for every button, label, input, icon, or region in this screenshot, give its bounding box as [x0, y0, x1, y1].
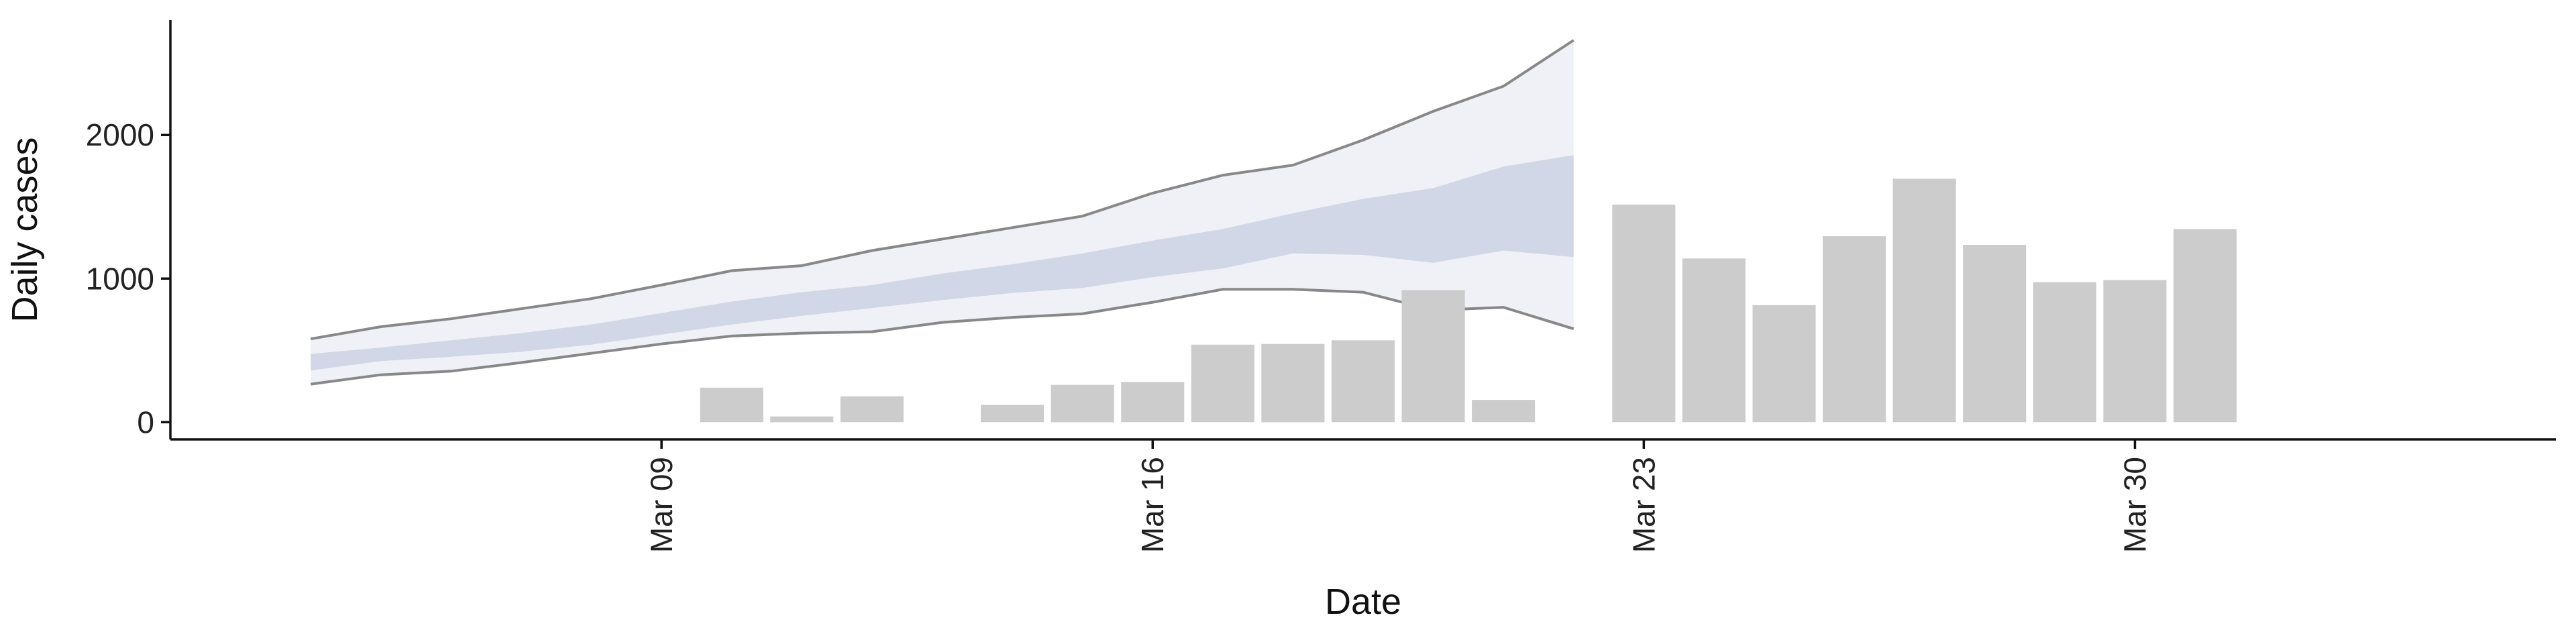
- y-tick-label: 2000: [86, 117, 154, 152]
- band-90: [311, 40, 1574, 384]
- bar-2020-03-20: [1401, 290, 1465, 423]
- axes: [169, 20, 2556, 441]
- bar-2020-03-25: [1752, 305, 1816, 423]
- bar-2020-03-18: [1261, 343, 1325, 423]
- x-tick-label: Mar 16: [1135, 457, 1170, 553]
- y-ticks: 0 1000 2000: [86, 117, 170, 439]
- bar-2020-03-31: [2174, 229, 2237, 423]
- upper-90-line: [310, 39, 1574, 341]
- bar-2020-03-21: [1472, 400, 1536, 423]
- x-tick-label: Mar 23: [1626, 457, 1661, 553]
- bar-2020-03-29: [2033, 282, 2096, 423]
- bar-2020-03-26: [1823, 236, 1886, 423]
- x-tick-label: Mar 09: [644, 457, 679, 553]
- x-tick-label: Mar 30: [2117, 457, 2152, 553]
- bar-2020-03-24: [1682, 258, 1746, 423]
- bar-2020-03-17: [1191, 344, 1254, 423]
- bar-2020-03-30: [2103, 280, 2167, 423]
- band-50: [311, 155, 1574, 371]
- case-bars: [700, 178, 2237, 423]
- bar-2020-03-16: [1121, 382, 1185, 423]
- y-axis-title: Daily cases: [5, 137, 45, 322]
- x-ticks: Mar 09 Mar 16 Mar 23 Mar 30: [644, 439, 2152, 553]
- bar-2020-03-10: [700, 387, 763, 423]
- bar-2020-03-19: [1331, 340, 1395, 423]
- lower-90-line: [310, 288, 1574, 386]
- y-tick-label: 1000: [86, 261, 154, 296]
- bar-2020-03-15: [1051, 384, 1114, 423]
- estimate-bands: [310, 39, 1574, 386]
- bar-2020-03-23: [1612, 205, 1676, 423]
- bar-2020-03-12: [840, 396, 904, 423]
- y-tick-label: 0: [137, 405, 154, 439]
- x-axis-title: Date: [1325, 582, 1401, 622]
- bar-2020-03-14: [981, 405, 1044, 423]
- bar-2020-03-27: [1892, 178, 1956, 423]
- bar-2020-03-28: [1963, 245, 2027, 423]
- bar-2020-03-11: [770, 416, 834, 423]
